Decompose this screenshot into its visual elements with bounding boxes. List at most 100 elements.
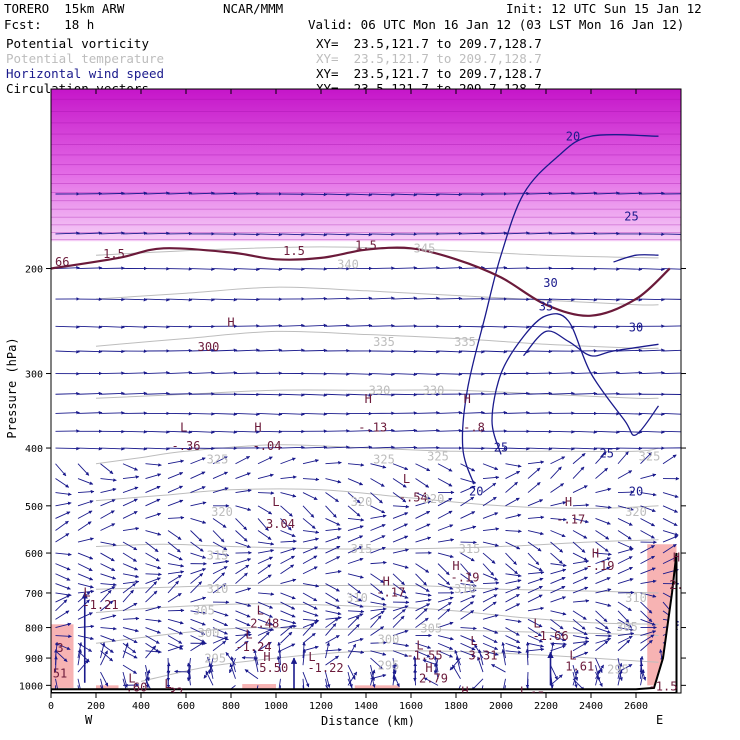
circulation-vector [617,518,633,526]
circulation-vector [55,231,80,236]
circulation-vector [235,632,252,637]
circulation-vector [640,630,657,636]
circulation-vector [640,530,655,539]
circulation-vector [482,581,500,585]
circulation-vector [392,349,418,354]
circulation-vector [145,231,170,236]
circulation-vector [460,626,477,631]
circulation-vector [257,610,273,618]
circulation-vector [482,594,498,603]
circulation-vector [325,492,339,503]
circulation-vector [525,648,530,666]
circulation-vector [212,552,230,557]
circulation-vector [255,685,259,693]
circulation-vector [280,643,296,652]
circulation-vector [302,623,315,636]
circulation-vector [302,555,318,565]
circulation-vector [527,460,545,465]
contour-label: L [128,672,135,686]
circulation-vector [460,563,472,577]
circulation-vector [392,478,407,488]
circulation-vector [55,391,80,396]
circulation-vector [100,463,114,475]
circulation-vector [505,635,521,644]
circulation-vector [482,614,499,620]
circulation-vector [325,296,350,301]
circulation-vector [235,430,260,434]
circulation-vector [100,191,125,196]
circulation-vector [347,650,365,654]
circulation-vector [370,463,387,469]
circulation-vector [550,618,564,630]
circulation-vector [302,505,315,518]
circulation-vector [212,541,228,551]
circulation-vector [572,618,586,630]
contour-label: 51 [53,666,67,680]
circulation-vector [482,496,497,507]
circulation-vector [640,592,657,598]
circulation-vector [370,669,376,686]
circulation-vector [100,391,125,396]
circulation-vector [415,642,432,649]
circulation-vector [527,647,545,652]
circulation-vector [174,669,191,674]
y-tick-label: 800 [25,624,43,635]
circulation-vector [257,323,283,328]
circulation-vector [460,552,475,562]
circulation-vector [370,626,385,636]
circulation-vector [595,601,612,607]
circulation-vector [257,541,275,546]
circulation-vector [572,610,587,620]
circulation-vector [527,585,543,594]
circulation-vector [77,624,95,629]
circulation-vector [100,626,117,631]
circulation-vector [617,297,643,302]
circulation-vector [145,642,160,653]
circulation-vector [527,231,553,235]
circulation-vector [415,583,430,592]
circulation-vector [190,596,207,603]
circulation-vector [100,523,116,531]
theta-contour-340 [95,286,659,306]
contour-label: H [77,694,84,708]
circulation-vector [325,393,350,397]
circulation-vector [235,505,252,512]
pv-low-patch [51,624,74,688]
circulation-vector [437,573,450,586]
circulation-vector [347,671,358,686]
circulation-vector [190,573,204,584]
circulation-vector [370,428,395,433]
circulation-vector [415,296,440,301]
circulation-vector [392,296,418,301]
circulation-vector [145,512,162,519]
circulation-vector [392,535,409,543]
contour-label: 295 [204,651,226,665]
contour-label: 3.31 [469,648,498,662]
circulation-vector [257,601,274,609]
circulation-vector [505,391,530,396]
circulation-vector [77,659,89,673]
contour-label: 300 [198,340,220,354]
circulation-vector [639,662,644,679]
circulation-vector [122,510,138,519]
circulation-vector [595,671,603,687]
circulation-vector [370,671,376,688]
circulation-vector [482,266,508,270]
y-tick-label: 300 [25,370,43,381]
contour-label: 310 [625,591,647,605]
circulation-vector [572,485,588,493]
circulation-vector [662,535,679,543]
contour-label: -1.21 [82,598,118,612]
circulation-vector [100,650,114,662]
circulation-vector [167,191,193,195]
circulation-vector [572,446,598,451]
wind-speed-contour-35 [613,254,659,263]
circulation-vector [122,573,140,579]
circulation-vector [437,349,463,354]
circulation-vector [302,610,319,617]
circulation-vector [460,573,474,584]
circulation-vector [167,459,185,465]
circulation-vector [662,349,681,352]
circulation-vector [640,473,657,479]
